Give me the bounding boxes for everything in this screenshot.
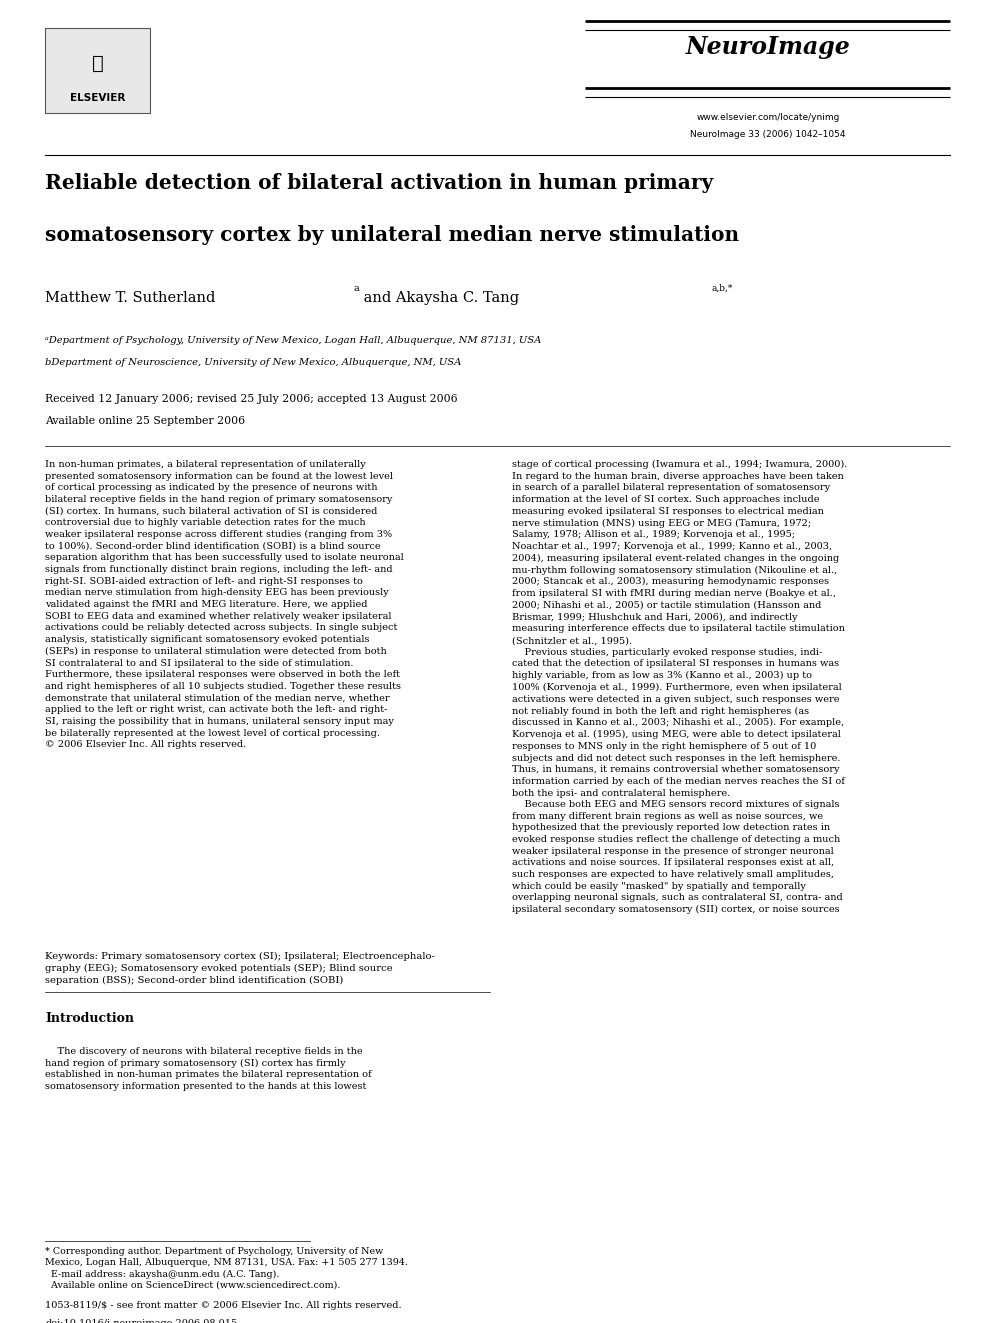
Text: Matthew T. Sutherland: Matthew T. Sutherland bbox=[45, 291, 215, 306]
Text: In non-human primates, a bilateral representation of unilaterally
presented soma: In non-human primates, a bilateral repre… bbox=[45, 460, 404, 749]
FancyBboxPatch shape bbox=[45, 28, 150, 112]
Text: stage of cortical processing (Iwamura et al., 1994; Iwamura, 2000).
In regard to: stage of cortical processing (Iwamura et… bbox=[512, 460, 847, 914]
Text: www.elsevier.com/locate/ynimg: www.elsevier.com/locate/ynimg bbox=[696, 112, 839, 122]
Text: a: a bbox=[353, 284, 359, 292]
Text: ᵃDepartment of Psychology, University of New Mexico, Logan Hall, Albuquerque, NM: ᵃDepartment of Psychology, University of… bbox=[45, 336, 542, 345]
Text: Keywords: Primary somatosensory cortex (SI); Ipsilateral; Electroencephalo-
grap: Keywords: Primary somatosensory cortex (… bbox=[45, 953, 434, 984]
Text: a,b,*: a,b,* bbox=[711, 284, 732, 292]
Text: Reliable detection of bilateral activation in human primary: Reliable detection of bilateral activati… bbox=[45, 173, 713, 193]
Text: Available online 25 September 2006: Available online 25 September 2006 bbox=[45, 415, 245, 426]
Text: ELSEVIER: ELSEVIER bbox=[69, 93, 125, 103]
Text: The discovery of neurons with bilateral receptive fields in the
hand region of p: The discovery of neurons with bilateral … bbox=[45, 1046, 372, 1091]
Text: and Akaysha C. Tang: and Akaysha C. Tang bbox=[359, 291, 519, 306]
Text: Introduction: Introduction bbox=[45, 1012, 134, 1025]
Text: * Corresponding author. Department of Psychology, University of New
Mexico, Loga: * Corresponding author. Department of Ps… bbox=[45, 1248, 408, 1290]
Text: somatosensory cortex by unilateral median nerve stimulation: somatosensory cortex by unilateral media… bbox=[45, 225, 739, 245]
Text: Received 12 January 2006; revised 25 July 2006; accepted 13 August 2006: Received 12 January 2006; revised 25 Jul… bbox=[45, 394, 457, 404]
Text: 1053-8119/$ - see front matter © 2006 Elsevier Inc. All rights reserved.: 1053-8119/$ - see front matter © 2006 El… bbox=[45, 1301, 402, 1310]
Text: NeuroImage: NeuroImage bbox=[685, 34, 850, 60]
Text: doi:10.1016/j.neuroimage.2006.08.015: doi:10.1016/j.neuroimage.2006.08.015 bbox=[45, 1319, 237, 1323]
Text: 🌳: 🌳 bbox=[91, 54, 103, 73]
Text: NeuroImage 33 (2006) 1042–1054: NeuroImage 33 (2006) 1042–1054 bbox=[690, 130, 846, 139]
Text: bDepartment of Neuroscience, University of New Mexico, Albuquerque, NM, USA: bDepartment of Neuroscience, University … bbox=[45, 359, 461, 366]
